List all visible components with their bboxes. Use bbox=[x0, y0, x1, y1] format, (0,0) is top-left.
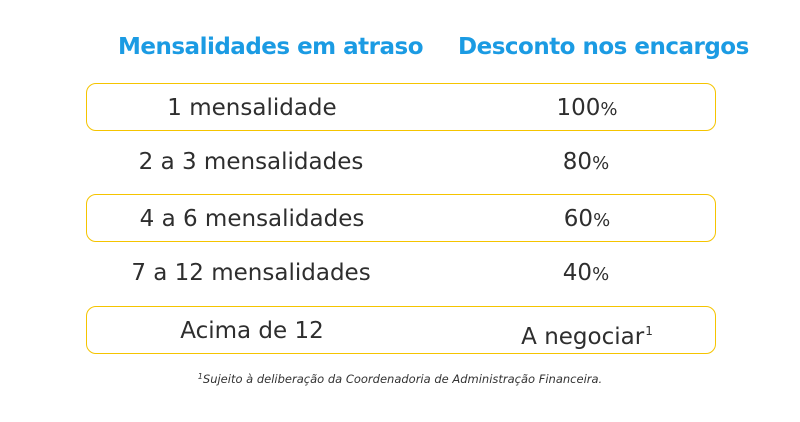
months-overdue-cell: 2 a 3 mensalidades bbox=[138, 149, 364, 175]
discount-value: 60 bbox=[563, 206, 594, 232]
table-row: Acima de 12 A negociar1 bbox=[86, 306, 716, 354]
header-charge-discount: Desconto nos encargos bbox=[458, 34, 749, 60]
months-overdue-cell: 4 a 6 mensalidades bbox=[139, 206, 365, 232]
discount-cell: 40% bbox=[466, 249, 706, 297]
discount-cell: A negociar1 bbox=[467, 307, 707, 355]
discount-value: A negociar bbox=[521, 324, 645, 350]
percent-sign: % bbox=[592, 153, 610, 174]
footnote-marker: 1 bbox=[645, 324, 653, 338]
discount-cell: 80% bbox=[466, 138, 706, 186]
table-row: 7 a 12 mensalidades 40% bbox=[86, 249, 716, 297]
months-overdue-cell: 1 mensalidade bbox=[167, 95, 337, 121]
table-row: 4 a 6 mensalidades 60% bbox=[86, 194, 716, 242]
months-overdue-cell: Acima de 12 bbox=[180, 318, 324, 344]
footnote: 1Sujeito à deliberação da Coordenadoria … bbox=[0, 372, 800, 386]
months-overdue-cell: 7 a 12 mensalidades bbox=[131, 260, 371, 286]
discount-value: 40 bbox=[562, 260, 593, 286]
header-months-overdue: Mensalidades em atraso bbox=[118, 34, 424, 60]
discount-value: 80 bbox=[562, 149, 593, 175]
footnote-text: Sujeito à deliberação da Coordenadoria d… bbox=[202, 372, 603, 386]
percent-sign: % bbox=[593, 210, 611, 231]
discount-cell: 60% bbox=[467, 195, 707, 243]
discount-value: 100 bbox=[556, 95, 601, 121]
percent-sign: % bbox=[600, 99, 618, 120]
table-row: 1 mensalidade 100% bbox=[86, 83, 716, 131]
percent-sign: % bbox=[592, 264, 610, 285]
discount-cell: 100% bbox=[467, 84, 707, 132]
table-row: 2 a 3 mensalidades 80% bbox=[86, 138, 716, 186]
footnote-marker: 1 bbox=[197, 372, 203, 381]
